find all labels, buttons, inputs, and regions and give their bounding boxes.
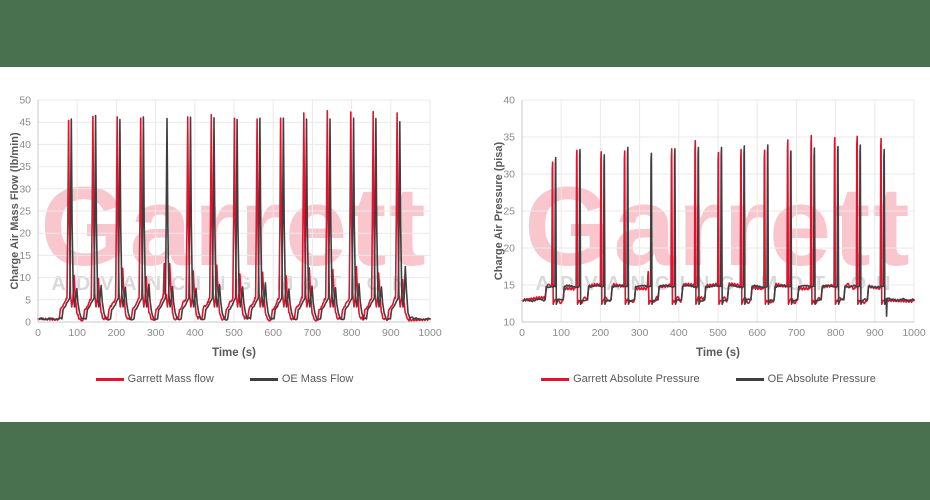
chart-mass-flow: Charge Air Mass Flow (lb/min) Garrett AD… <box>3 75 446 410</box>
x-tick-label: 300 <box>631 327 649 339</box>
legend-series-label: OE Mass Flow <box>281 373 354 385</box>
legend: Garrett Absolute Pressure OE Absolute Pre… <box>487 373 930 385</box>
legend-line-swatch <box>541 377 570 381</box>
legend-item: Garrett Mass flow <box>95 373 214 385</box>
y-tick-label: 45 <box>19 117 31 129</box>
x-tick-label: 600 <box>748 327 766 339</box>
y-tick-label: 20 <box>19 228 31 240</box>
legend-line-swatch <box>95 377 124 381</box>
x-tick-label: 0 <box>35 327 41 339</box>
x-tick-label: 600 <box>264 327 282 339</box>
legend-item: OE Absolute Pressure <box>735 373 876 385</box>
data-series <box>521 134 915 317</box>
x-tick-label: 900 <box>382 327 400 339</box>
brand-bar-top <box>0 0 930 67</box>
y-tick-label: 40 <box>503 95 515 107</box>
series-line-oe <box>521 144 915 317</box>
legend-line-swatch <box>249 377 278 381</box>
x-tick-label: 200 <box>108 327 126 339</box>
legend: Garrett Mass flow OE Mass Flow <box>3 373 446 385</box>
x-axis-label: Time (s) <box>696 347 740 359</box>
y-tick-label: 25 <box>19 206 31 218</box>
y-tick-label: 30 <box>19 183 31 195</box>
x-tick-label: 800 <box>827 327 845 339</box>
y-tick-label: 40 <box>19 139 31 151</box>
y-tick-label: 10 <box>19 272 31 284</box>
y-tick-label: 15 <box>503 280 515 292</box>
y-tick-label: 0 <box>25 317 31 329</box>
y-tick-label: 15 <box>19 250 31 262</box>
y-tick-label: 20 <box>503 243 515 255</box>
data-series <box>37 109 431 322</box>
brand-bar-bottom <box>0 422 930 500</box>
plot-area: Garrett ADVANCING MOTION 0 100 200 300 400 50… <box>19 95 442 340</box>
x-tick-label: 900 <box>866 327 884 339</box>
x-tick-label: 0 <box>519 327 525 339</box>
x-tick-label: 400 <box>670 327 688 339</box>
legend-series-label: Garrett Absolute Pressure <box>573 373 700 385</box>
garrett-watermark-subtext: ADVANCING MOTION <box>51 273 416 295</box>
x-tick-label: 1000 <box>902 327 926 339</box>
tick-labels: 0 100 200 300 400 500 600 700 800 900 1000 0 5 10 15 20… <box>19 95 442 340</box>
y-tick-label: 25 <box>503 206 515 218</box>
series-line-oe <box>37 114 431 321</box>
x-tick-label: 300 <box>147 327 165 339</box>
tick-labels: 0 100 200 300 400 500 600 700 800 900 1000 10 15 20 25… <box>503 95 926 340</box>
legend-item: Garrett Absolute Pressure <box>541 373 700 385</box>
x-tick-label: 700 <box>788 327 806 339</box>
x-tick-label: 100 <box>68 327 86 339</box>
axes <box>521 100 914 323</box>
y-tick-label: 30 <box>503 169 515 181</box>
y-tick-label: 10 <box>503 317 515 329</box>
x-axis-label: Time (s) <box>212 347 256 359</box>
legend-series-label: OE Absolute Pressure <box>767 373 876 385</box>
plot-area: Garrett ADVANCING MOTION 0 100 200 300 400 50… <box>503 95 926 340</box>
series-line-garrett <box>37 109 431 322</box>
x-tick-label: 800 <box>343 327 361 339</box>
x-tick-label: 100 <box>552 327 570 339</box>
y-tick-label: 5 <box>25 294 31 306</box>
y-tick-label: 35 <box>19 161 31 173</box>
x-tick-label: 200 <box>592 327 610 339</box>
axes <box>37 100 430 323</box>
legend-series-label: Garrett Mass flow <box>127 373 214 385</box>
legend-item: OE Mass Flow <box>249 373 354 385</box>
x-tick-label: 1000 <box>418 327 442 339</box>
chart-pressure: Charge Air Pressure (pisa) Garrett ADVAN… <box>487 75 930 410</box>
x-tick-label: 700 <box>304 327 322 339</box>
legend-line-swatch <box>735 377 764 381</box>
x-tick-label: 500 <box>709 327 727 339</box>
x-tick-label: 400 <box>186 327 204 339</box>
y-tick-label: 35 <box>503 132 515 144</box>
y-tick-label: 50 <box>19 95 31 107</box>
x-tick-label: 500 <box>225 327 243 339</box>
